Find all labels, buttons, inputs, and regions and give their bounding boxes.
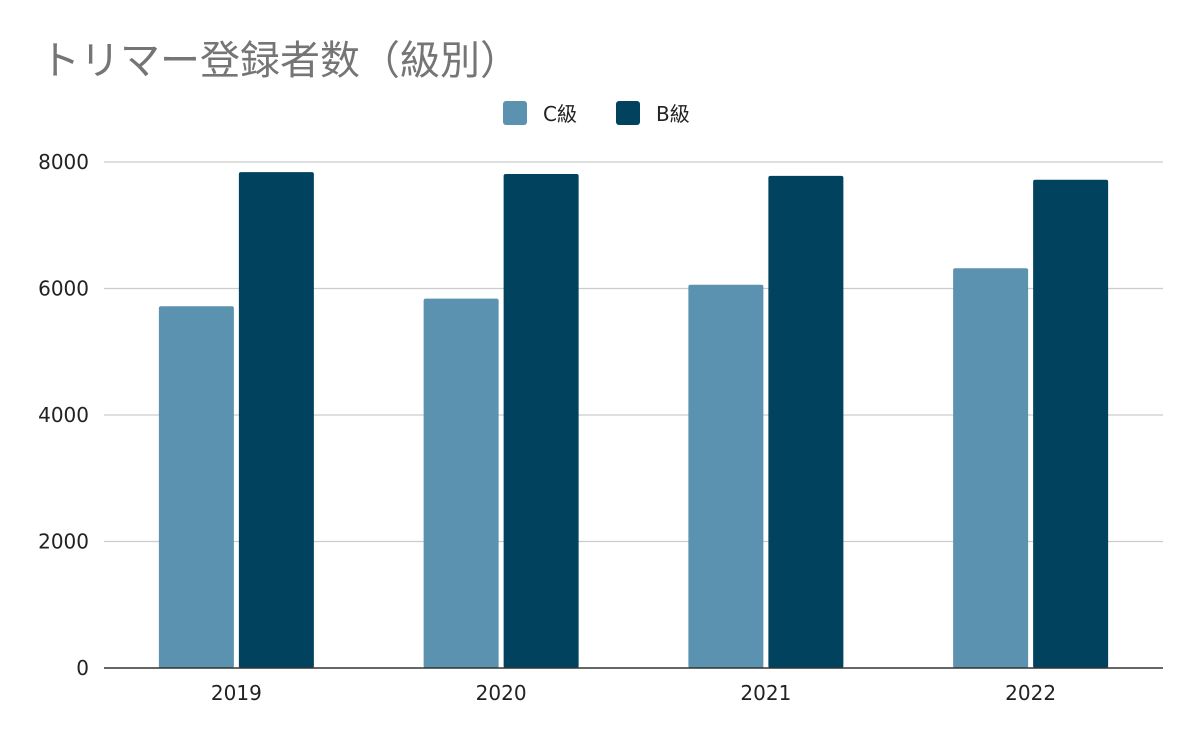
bar-c-2019 [158, 306, 234, 668]
axes: 0 2000 4000 6000 8000 2019 2020 2021 2022 [38, 150, 1163, 705]
bar-b-2022 [1033, 179, 1109, 668]
y-tick-label: 2000 [38, 530, 89, 554]
bar-b-2019 [238, 172, 314, 668]
x-tick-label: 2020 [476, 681, 527, 705]
bar-c-2020 [423, 298, 499, 668]
bar-c-2021 [688, 284, 764, 668]
y-tick-label: 0 [76, 656, 89, 680]
x-tick-label: 2021 [740, 681, 791, 705]
y-tick-label: 8000 [38, 150, 89, 174]
bar-c-2022 [953, 268, 1029, 668]
legend-swatch [503, 101, 527, 125]
legend: C級 B級 [503, 101, 690, 126]
bar-b-2020 [503, 174, 579, 668]
y-tick-label: 4000 [38, 403, 89, 427]
x-tick-label: 2022 [1005, 681, 1056, 705]
legend-label: B級 [656, 102, 690, 126]
y-tick-label: 6000 [38, 277, 89, 301]
legend-label: C級 [543, 102, 577, 126]
legend-swatch [616, 101, 640, 125]
bar-b-2021 [768, 175, 844, 669]
chart-title: トリマー登録者数（級別） [40, 38, 520, 84]
bars [158, 172, 1109, 669]
x-tick-label: 2019 [211, 681, 262, 705]
